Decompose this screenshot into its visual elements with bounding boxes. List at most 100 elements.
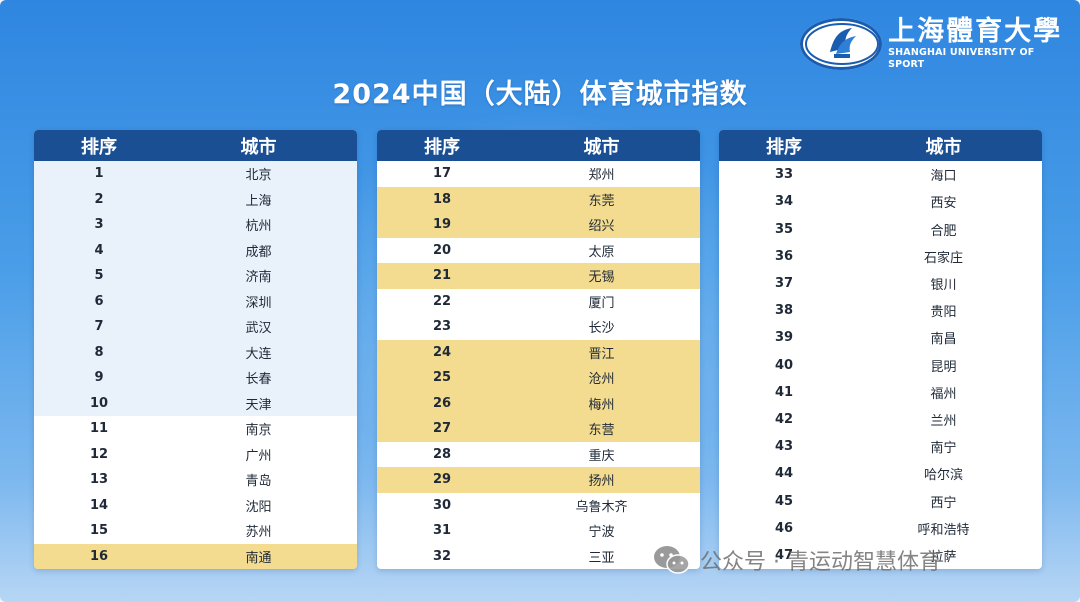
table-row: 5 济南 [34, 263, 357, 289]
rank-cell: 34 [774, 194, 794, 210]
rank-cell: 42 [774, 411, 794, 427]
table-row: 2 上海 [34, 186, 357, 212]
city-cell: 福州 [930, 386, 957, 402]
city-cell: 昆明 [930, 359, 957, 375]
table-row: 29 扬州 [377, 467, 700, 493]
city-cell: 成都 [245, 244, 272, 260]
table-row: 46 呼和浩特 [719, 515, 1042, 542]
rank-cell: 10 [89, 395, 109, 411]
rank-cell: 46 [774, 520, 794, 536]
table-row: 45 西宁 [719, 487, 1042, 514]
city-cell: 哈尔滨 [923, 468, 963, 484]
rank-cell: 18 [432, 191, 452, 207]
table-row: 3 杭州 [34, 212, 357, 238]
page-title: 2024中国（大陆）体育城市指数 [332, 79, 748, 110]
rank-cell: 7 [94, 319, 104, 335]
city-cell: 贵阳 [930, 305, 957, 321]
rank-cell: 29 [432, 472, 452, 488]
table-row: 25 沧州 [377, 365, 700, 391]
university-name-cn: 上海體育大學 [888, 16, 1063, 47]
table-body: 1 北京 2 上海 3 杭州 4 成都 5 济南 6 深圳 7 武汉 8 大连 9 长春 10 天津 11 南京 12 广州 1… [34, 161, 357, 569]
city-cell: 天津 [245, 397, 272, 413]
rank-cell: 41 [774, 384, 794, 400]
rank-cell: 12 [89, 446, 109, 462]
rank-cell: 13 [89, 472, 109, 488]
city-cell: 呼和浩特 [917, 522, 970, 538]
table-row: 40 昆明 [719, 351, 1042, 378]
table-row: 22 厦门 [377, 289, 700, 315]
city-cell: 青岛 [245, 474, 272, 490]
city-cell: 重庆 [588, 448, 615, 464]
rank-cell: 44 [774, 466, 794, 482]
table-row: 26 梅州 [377, 390, 700, 416]
table-body: 17 郑州 18 东莞 19 绍兴 20 太原 21 无锡 22 厦门 23 长沙 24 晋江 25 沧州 26 梅州… [377, 161, 700, 569]
table-row: 1 北京 [34, 161, 357, 187]
rank-cell: 36 [774, 248, 794, 264]
rank-cell: 4 [94, 242, 104, 258]
rank-cell: 9 [94, 370, 104, 386]
city-cell: 三亚 [588, 550, 615, 566]
table-body: 33 海口 34 西安 35 合肥 36 石家庄 37 银川 38 贵阳 39 南昌 40 昆明 41 福州 42 兰… [719, 161, 1042, 569]
rank-cell: 39 [774, 330, 794, 346]
city-cell: 大连 [245, 346, 272, 362]
rank-cell: 32 [432, 548, 452, 564]
city-cell: 深圳 [245, 295, 272, 311]
rank-cell: 2 [94, 191, 104, 207]
table-row: 47 拉萨 [719, 542, 1042, 569]
table-row: 8 大连 [34, 339, 357, 365]
watermark: 公众号 · 青运动智慧体育 [652, 540, 941, 580]
ranking-table-2: 排序 城市 17 郑州 18 东莞 19 绍兴 20 太原 21 无锡 22 厦门 23 长沙 24 晋江 25… [377, 130, 700, 569]
table-row: 13 青岛 [34, 467, 357, 493]
city-cell: 合肥 [930, 223, 957, 239]
city-cell: 宁波 [588, 525, 615, 541]
rank-cell: 26 [432, 395, 452, 411]
city-cell: 海口 [930, 169, 957, 185]
city-cell: 东莞 [588, 193, 615, 209]
rank-cell: 43 [774, 439, 794, 455]
table-row: 16 南通 [34, 543, 357, 569]
table-row: 6 深圳 [34, 288, 357, 314]
table-row: 36 石家庄 [719, 243, 1042, 270]
table-row: 30 乌鲁木齐 [377, 493, 700, 519]
city-cell: 上海 [245, 193, 272, 209]
city-cell: 沈阳 [245, 499, 272, 515]
table-row: 23 长沙 [377, 314, 700, 340]
city-cell: 广州 [245, 448, 272, 464]
city-cell: 济南 [245, 270, 272, 286]
table-row: 19 绍兴 [377, 212, 700, 238]
rank-column-header: 排序 [424, 136, 460, 158]
table-header: 排序 城市 [719, 130, 1042, 161]
rank-cell: 20 [432, 242, 452, 258]
rank-cell: 17 [432, 166, 452, 182]
rank-cell: 3 [94, 217, 104, 233]
rank-cell: 14 [89, 497, 109, 513]
rank-cell: 11 [89, 421, 109, 437]
city-column-header: 城市 [925, 136, 962, 158]
rank-cell: 6 [94, 293, 104, 309]
rank-cell: 45 [774, 493, 794, 509]
city-cell: 西宁 [930, 495, 957, 511]
city-cell: 南昌 [930, 332, 957, 348]
table-header: 排序 城市 [34, 130, 357, 161]
university-emblem-icon [800, 18, 883, 70]
table-row: 7 武汉 [34, 314, 357, 340]
city-cell: 苏州 [245, 525, 272, 541]
table-row: 27 东营 [377, 416, 700, 442]
city-cell: 西安 [930, 196, 957, 212]
city-cell: 南宁 [930, 441, 957, 457]
table-row: 34 西安 [719, 188, 1042, 215]
rank-column-header: 排序 [766, 136, 802, 158]
table-row: 33 海口 [719, 161, 1042, 188]
table-row: 32 三亚 [377, 544, 700, 570]
table-row: 44 哈尔滨 [719, 460, 1042, 487]
city-cell: 杭州 [245, 219, 272, 235]
table-row: 39 南昌 [719, 324, 1042, 351]
table-row: 37 银川 [719, 270, 1042, 297]
rank-cell: 30 [432, 497, 452, 513]
city-cell: 南通 [245, 550, 272, 566]
rank-cell: 24 [432, 344, 452, 360]
city-cell: 郑州 [588, 168, 615, 184]
rank-cell: 47 [774, 547, 794, 563]
rank-column-header: 排序 [81, 136, 117, 158]
